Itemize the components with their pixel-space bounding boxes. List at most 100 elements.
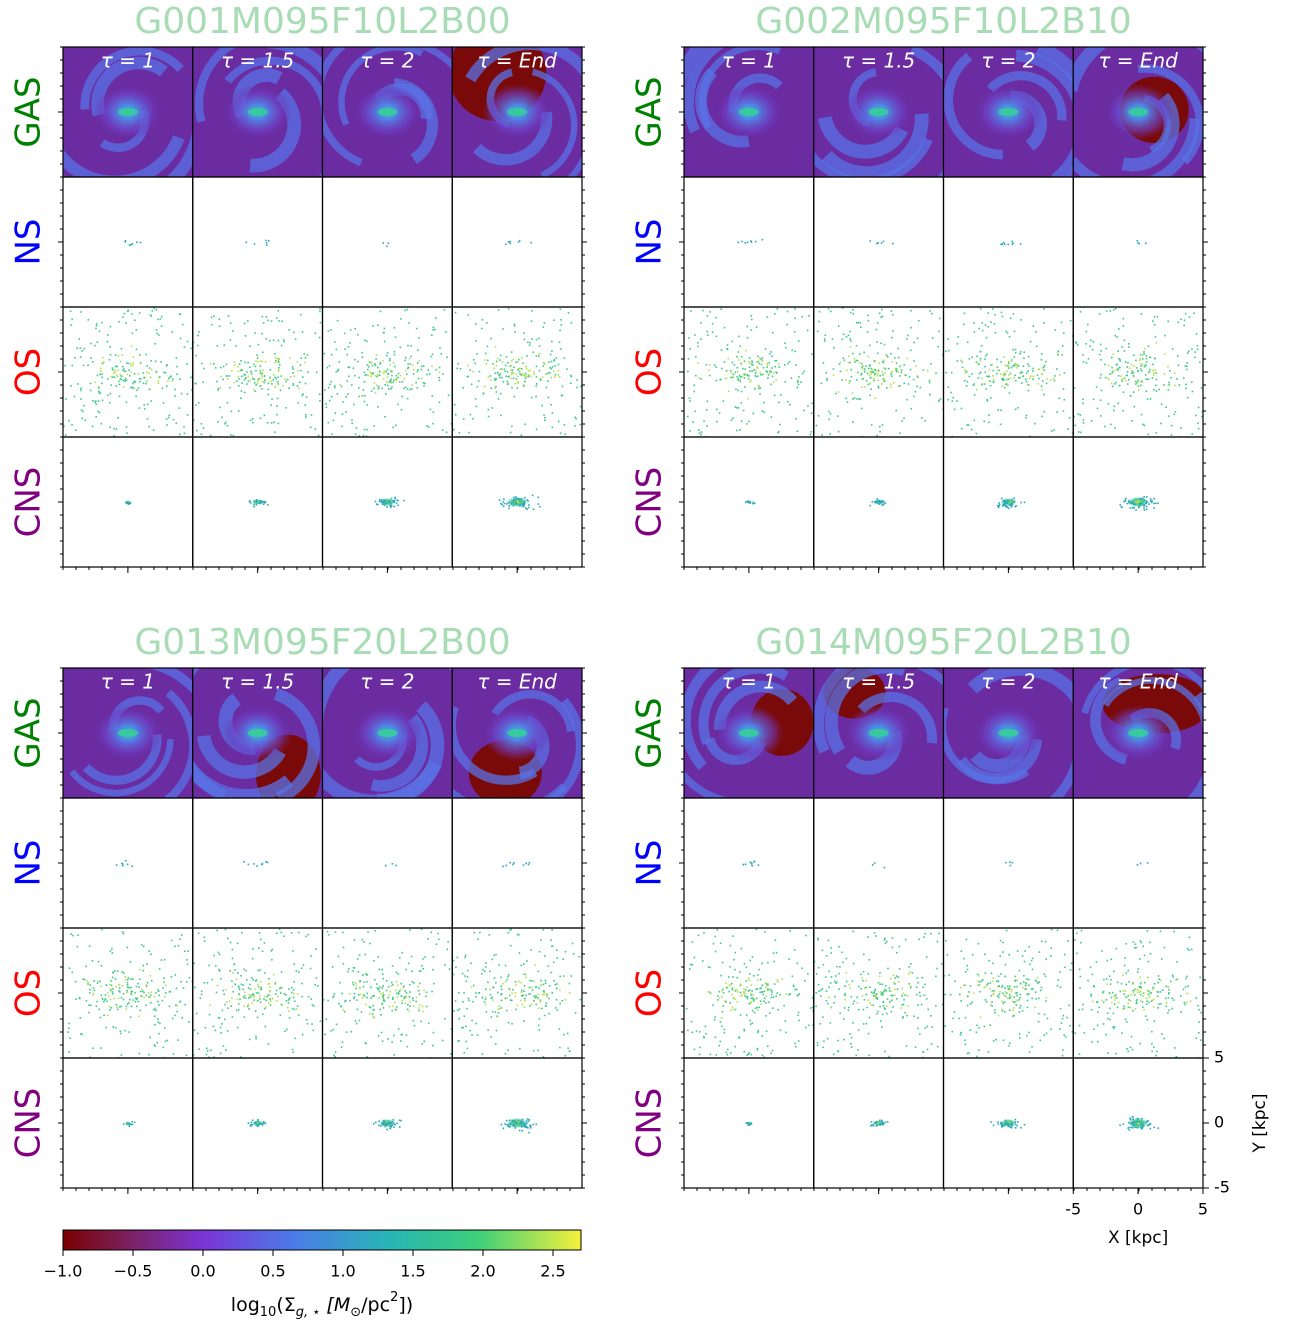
star-dot — [467, 970, 469, 972]
star-dot — [278, 370, 280, 372]
star-dot — [231, 986, 233, 988]
star-dot — [482, 319, 484, 321]
star-dot — [396, 993, 398, 995]
star-dot — [697, 342, 699, 344]
star-dot — [399, 990, 401, 992]
star-dot — [110, 990, 112, 992]
star-dot — [863, 1023, 865, 1025]
star-dot — [89, 945, 91, 947]
star-dot — [157, 1001, 159, 1003]
star-dot — [405, 370, 407, 372]
star-dot — [394, 327, 396, 329]
star-dot — [980, 351, 982, 353]
star-dot — [458, 992, 460, 994]
star-dot — [530, 1125, 532, 1127]
star-dot — [774, 366, 776, 368]
star-dot — [243, 984, 245, 986]
image-cell — [323, 307, 454, 437]
star-dot — [456, 957, 458, 959]
star-dot — [549, 367, 551, 369]
star-dot — [244, 392, 246, 394]
star-dot — [867, 373, 869, 375]
star-dot — [431, 366, 433, 368]
star-dot — [771, 355, 773, 357]
star-dot — [1155, 432, 1157, 434]
star-dot — [923, 936, 925, 938]
star-dot — [250, 988, 252, 990]
star-dot — [448, 394, 450, 396]
star-dot — [293, 997, 295, 999]
star-dot — [1110, 424, 1112, 426]
cell-frame — [452, 798, 582, 928]
star-dot — [433, 1032, 435, 1034]
star-dot — [531, 397, 533, 399]
star-dot — [1153, 498, 1155, 500]
image-cell — [452, 437, 582, 567]
star-dot — [892, 361, 894, 363]
star-dot — [165, 985, 167, 987]
star-dot — [1157, 316, 1159, 318]
star-dot — [740, 1014, 742, 1016]
star-dot — [237, 1027, 239, 1029]
star-dot — [375, 392, 377, 394]
star-dot — [1026, 415, 1028, 417]
star-dot — [154, 1024, 156, 1026]
star-dot — [302, 331, 304, 333]
star-dot — [223, 366, 225, 368]
star-dot — [496, 361, 498, 363]
star-dot — [99, 981, 101, 983]
star-dot — [271, 320, 273, 322]
star-dot — [156, 329, 158, 331]
star-dot — [734, 989, 736, 991]
star-dot — [1100, 374, 1102, 376]
star-dot — [238, 1003, 240, 1005]
star-dot — [1011, 367, 1013, 369]
star-dot — [1080, 311, 1082, 313]
star-dot — [748, 977, 750, 979]
star-dot — [1001, 378, 1003, 380]
star-dot — [500, 355, 502, 357]
star-dot — [876, 329, 878, 331]
star-dot — [703, 420, 705, 422]
star-dot — [384, 328, 386, 330]
star-dot — [828, 308, 830, 310]
star-dot — [992, 308, 994, 310]
star-dot — [124, 241, 126, 243]
star-dot — [179, 434, 181, 436]
star-dot — [879, 991, 881, 993]
star-dot — [1201, 387, 1203, 389]
star-dot — [273, 974, 275, 976]
star-dot — [135, 1001, 137, 1003]
star-dot — [251, 373, 253, 375]
star-dot — [426, 1006, 428, 1008]
star-dot — [721, 1025, 723, 1027]
star-dot — [687, 371, 689, 373]
star-dot — [469, 369, 471, 371]
star-dot — [761, 991, 763, 993]
star-dot — [142, 990, 144, 992]
star-dot — [88, 1004, 90, 1006]
star-dot — [562, 394, 564, 396]
star-dot — [830, 413, 832, 415]
star-dot — [1001, 385, 1003, 387]
star-dot — [523, 1020, 525, 1022]
star-dot — [94, 345, 96, 347]
star-dot — [892, 243, 894, 245]
star-dot — [144, 408, 146, 410]
star-dot — [725, 1001, 727, 1003]
star-dot — [358, 971, 360, 973]
star-dot — [532, 1124, 534, 1126]
star-dot — [771, 991, 773, 993]
star-dot — [536, 366, 538, 368]
star-dot — [908, 983, 910, 985]
star-dot — [724, 1032, 726, 1034]
star-dot — [878, 370, 880, 372]
star-dot — [876, 435, 878, 437]
star-dot — [998, 505, 1000, 507]
star-dot — [753, 975, 755, 977]
star-dot — [990, 364, 992, 366]
star-dot — [698, 377, 700, 379]
star-dot — [767, 1045, 769, 1047]
star-dot — [523, 501, 525, 503]
